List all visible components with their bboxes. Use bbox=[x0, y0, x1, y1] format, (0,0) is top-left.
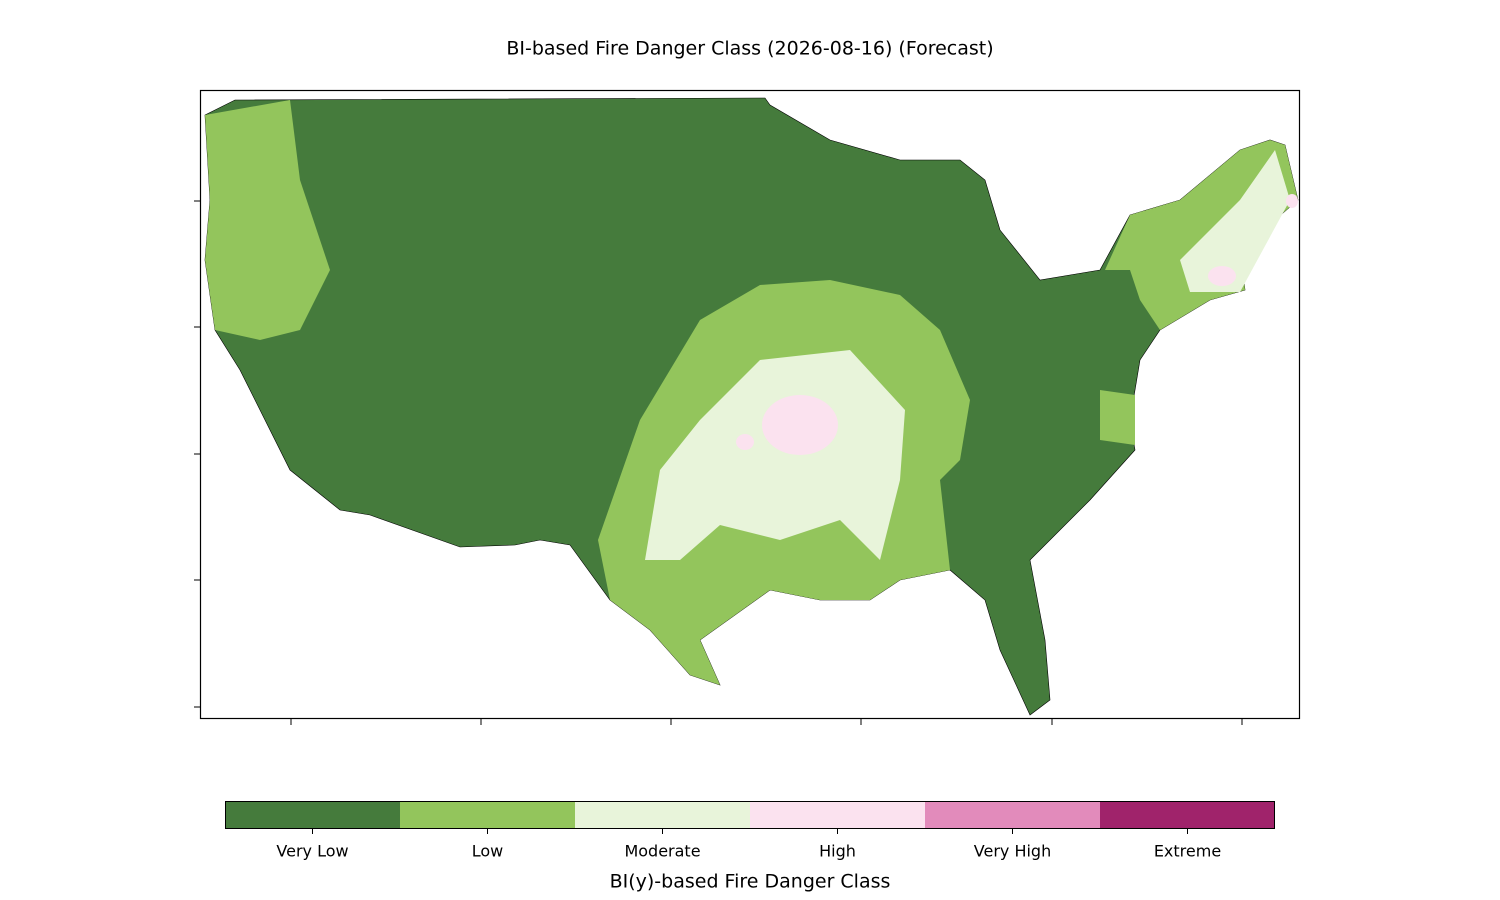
region-high bbox=[762, 395, 838, 455]
colorbar-frame bbox=[225, 801, 1275, 829]
colorbar-segment bbox=[925, 801, 1100, 828]
region-moderate bbox=[645, 350, 905, 560]
colorbar-segment bbox=[750, 801, 925, 828]
colorbar-segment bbox=[1100, 801, 1275, 828]
axis-ticks bbox=[194, 200, 1243, 725]
colorbar-tick-label: High bbox=[819, 842, 856, 861]
map-frame bbox=[199, 89, 1301, 720]
region-high bbox=[1286, 194, 1298, 208]
colorbar-segment bbox=[400, 801, 575, 828]
colorbar-segment bbox=[225, 801, 400, 828]
region-moderate bbox=[1180, 150, 1290, 292]
region-low bbox=[205, 100, 330, 340]
colorbar-tick-label: Low bbox=[472, 842, 504, 861]
region-high bbox=[1208, 266, 1236, 286]
colorbar-segment bbox=[575, 801, 750, 828]
map-title: BI-based Fire Danger Class (2026-08-16) … bbox=[506, 38, 993, 60]
colorbar-tick-label: Moderate bbox=[624, 842, 700, 861]
region-high bbox=[736, 434, 754, 450]
colorbar-tick-label: Extreme bbox=[1154, 842, 1221, 861]
colorbar-tick-label: Very High bbox=[974, 842, 1051, 861]
region-low bbox=[1100, 390, 1135, 445]
map bbox=[204, 97, 1299, 716]
colorbar-label: BI(y)-based Fire Danger Class bbox=[610, 871, 891, 893]
colorbar-tick-label: Very Low bbox=[276, 842, 348, 861]
colorbar: Very Low Low Moderate High Very High Extreme bbox=[225, 801, 1275, 861]
